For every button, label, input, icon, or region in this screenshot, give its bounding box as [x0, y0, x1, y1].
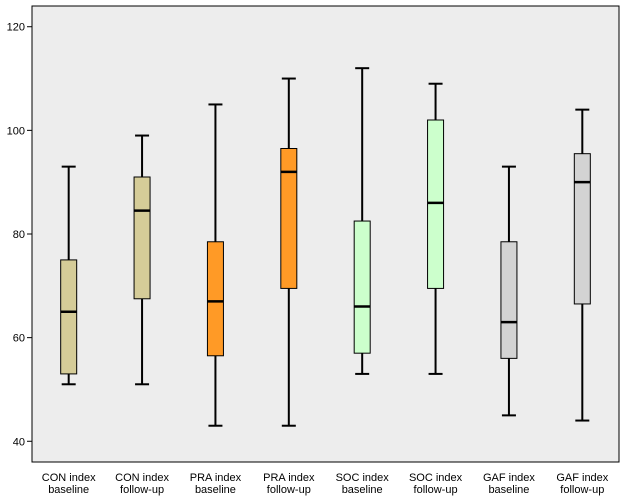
- boxes: [60, 67, 591, 427]
- y-axis: 40 60 80 100 120: [7, 22, 32, 448]
- box-6: [427, 82, 445, 375]
- category-label-line2: baseline: [342, 484, 383, 496]
- iqr-box: [280, 148, 298, 289]
- category-label-line2: baseline: [48, 484, 89, 496]
- category-label-line1: CON index: [42, 472, 96, 484]
- box-8: [573, 108, 591, 422]
- category-label-line1: GAF index: [556, 472, 608, 484]
- y-tick-label: 80: [13, 229, 25, 241]
- iqr-box: [353, 220, 371, 354]
- category-label-line1: SOC index: [409, 472, 463, 484]
- y-tick-label: 60: [13, 333, 25, 345]
- box-3: [206, 103, 224, 427]
- iqr-box: [206, 241, 224, 357]
- iqr-box: [133, 176, 151, 300]
- category-label-line1: PRA index: [190, 472, 242, 484]
- category-label-line2: follow-up: [414, 484, 458, 496]
- iqr-box: [427, 119, 445, 289]
- category-label-line2: follow-up: [267, 484, 311, 496]
- box-4: [280, 77, 298, 427]
- category-label-line1: PRA index: [263, 472, 315, 484]
- box-5: [353, 67, 371, 375]
- category-label-line1: GAF index: [483, 472, 535, 484]
- category-label-line2: baseline: [195, 484, 236, 496]
- box-2: [133, 134, 151, 386]
- category-label-line1: CON index: [115, 472, 169, 484]
- y-tick-label: 100: [7, 125, 25, 137]
- y-tick-label: 40: [13, 436, 25, 448]
- category-label-line2: follow-up: [120, 484, 164, 496]
- plot-area: [31, 5, 620, 463]
- y-tick-label: 120: [7, 22, 25, 34]
- iqr-box: [500, 241, 518, 359]
- iqr-box: [573, 153, 591, 305]
- category-label-line2: follow-up: [560, 484, 604, 496]
- iqr-box: [60, 259, 78, 375]
- category-label-line1: SOC index: [336, 472, 390, 484]
- category-label-line2: baseline: [488, 484, 529, 496]
- box-1: [60, 165, 78, 386]
- box-7: [500, 165, 518, 417]
